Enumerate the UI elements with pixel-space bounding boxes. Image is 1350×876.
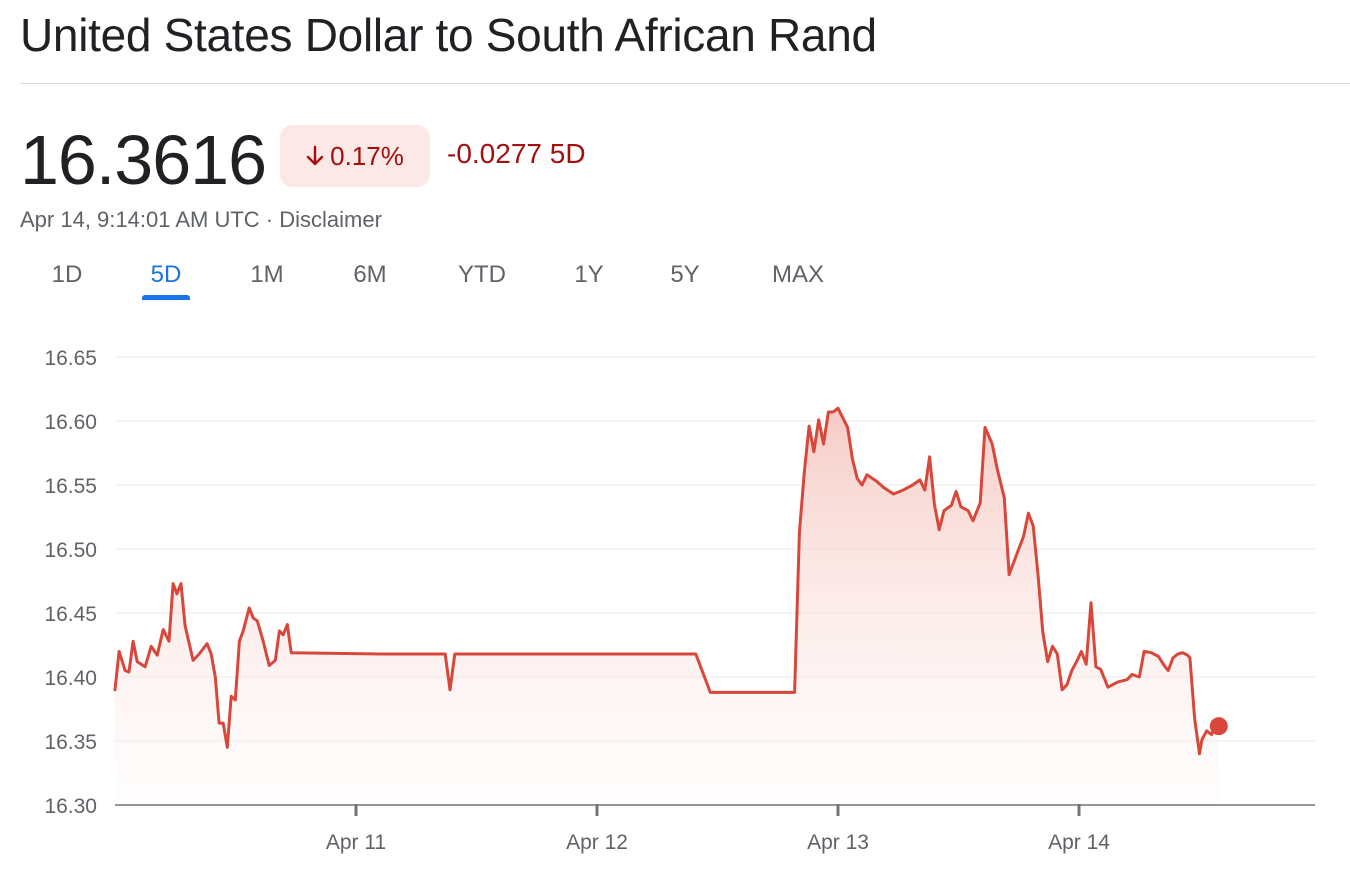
tab-5y[interactable]: 5Y (670, 261, 700, 288)
y-tick-label: 16.50 (44, 539, 97, 562)
tab-max[interactable]: MAX (771, 261, 825, 288)
x-tick-label: Apr 12 (566, 831, 628, 854)
change-value: -0.0277 5D (447, 138, 586, 169)
change-percent-value: 0.17% (330, 140, 404, 171)
tab-1y[interactable]: 1Y (574, 261, 604, 288)
tab-5d[interactable]: 5D (150, 261, 182, 288)
change-percent-badge: 0.17% (280, 125, 430, 187)
x-tick-label: Apr 14 (1048, 831, 1110, 854)
tab-ytd[interactable]: YTD (458, 261, 506, 288)
y-tick-label: 16.40 (44, 667, 97, 690)
y-tick-label: 16.55 (44, 475, 97, 498)
x-tick-label: Apr 11 (326, 831, 386, 854)
timestamp-disclaimer[interactable]: Apr 14, 9:14:01 AM UTC · Disclaimer (20, 207, 382, 232)
y-tick-label: 16.60 (44, 411, 97, 434)
y-tick-label: 16.65 (44, 347, 97, 370)
current-price: 16.3616 (20, 121, 267, 199)
tab-1d[interactable]: 1D (51, 261, 83, 288)
header-divider (20, 83, 1350, 84)
series-line (113, 406, 1221, 756)
y-tick-label: 16.35 (44, 731, 97, 754)
active-tab-indicator (142, 295, 190, 300)
page-title: United States Dollar to South African Ra… (20, 9, 877, 61)
y-tick-label: 16.45 (44, 603, 97, 626)
current-value-dot (1209, 717, 1228, 736)
range-tabs: 1D 5D 1M 6M YTD 1Y 5Y MAX (0, 255, 900, 305)
y-tick-label: 16.30 (44, 795, 97, 818)
series-area (115, 408, 1219, 805)
tab-6m[interactable]: 6M (353, 261, 387, 288)
arrow-down-icon (306, 145, 324, 166)
x-tick-label: Apr 13 (807, 831, 869, 854)
tab-1m[interactable]: 1M (250, 261, 284, 288)
